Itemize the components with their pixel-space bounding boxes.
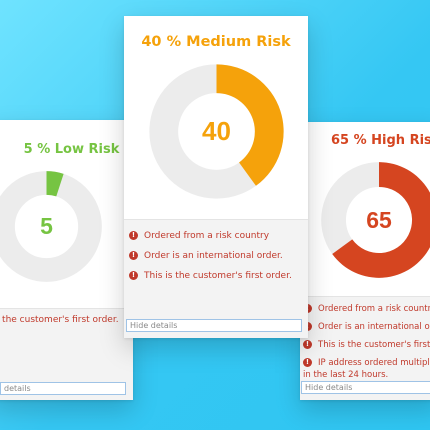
warning-circle-icon: !	[129, 251, 138, 260]
risk-reason: is the customer's first order.	[0, 314, 119, 326]
warning-circle-icon: !	[129, 231, 138, 240]
risk-title: 5 % Low Risk	[23, 142, 120, 157]
risk-reason-text: Ordered from a risk country	[144, 231, 270, 241]
donut-value-arc	[216, 64, 284, 186]
risk-reasons-list: is the customer's first order.	[0, 314, 119, 332]
risk-reason-continued: in the last 24 hours.	[303, 369, 430, 381]
risk-card-medium: 40 % Medium Risk 40 ! Ordered from a ris…	[124, 16, 308, 338]
risk-reason-text: IP address ordered multiple or	[318, 358, 430, 368]
risk-card-header: 65 % High Risk 65	[300, 122, 430, 296]
warning-circle-icon: !	[303, 340, 312, 349]
risk-reason: ! Order is an international order	[303, 321, 430, 333]
risk-card-header: 40 % Medium Risk 40	[124, 16, 308, 219]
risk-title: 65 % High Risk	[331, 133, 430, 148]
risk-reason: ! This is the customer's first order.	[129, 270, 292, 282]
hide-details-button[interactable]: details	[0, 382, 126, 395]
donut-value-arc	[46, 171, 64, 197]
donut-svg	[321, 162, 430, 278]
risk-reason-text: Order is an international order.	[144, 251, 283, 261]
risk-reason-text: This is the customer's first order	[318, 340, 430, 350]
risk-title: 40 % Medium Risk	[141, 34, 291, 50]
hide-details-button[interactable]: Hide details	[126, 319, 302, 332]
risk-reasons-list: ! Ordered from a risk country ! Order is…	[303, 303, 430, 387]
donut-svg	[0, 171, 102, 282]
risk-card-low: 5 % Low Risk 5 is the customer's first o…	[0, 120, 133, 400]
risk-reason-text: This is the customer's first order.	[144, 271, 292, 281]
risk-card-header: 5 % Low Risk 5	[0, 120, 133, 308]
warning-circle-icon: !	[303, 358, 312, 367]
risk-reason-text: Ordered from a risk country	[318, 304, 430, 314]
risk-reason: ! Ordered from a risk country	[129, 230, 292, 242]
risk-details-panel	[124, 219, 308, 338]
risk-donut-chart: 5	[0, 170, 103, 283]
risk-card-high: 65 % High Risk 65 ! Ordered from a risk …	[300, 122, 430, 400]
risk-donut-chart: 65	[320, 161, 430, 279]
risk-reason-text: in the last 24 hours.	[303, 370, 389, 380]
hide-details-button[interactable]: Hide details	[301, 381, 430, 394]
risk-donut-chart: 40	[148, 63, 285, 200]
risk-reason: ! Order is an international order.	[129, 250, 292, 262]
risk-reason-text: Order is an international order	[318, 322, 430, 332]
donut-value-arc	[332, 162, 430, 278]
donut-svg	[149, 64, 284, 199]
risk-reasons-list: ! Ordered from a risk country ! Order is…	[129, 230, 292, 290]
risk-reason: ! This is the customer's first order	[303, 339, 430, 351]
risk-score-value: 65	[366, 206, 392, 233]
risk-score-value: 40	[202, 116, 231, 146]
risk-reason: ! Ordered from a risk country	[303, 303, 430, 315]
risk-score-value: 5	[40, 213, 53, 239]
risk-reason-text: is the customer's first order.	[0, 315, 119, 325]
risk-reason: ! IP address ordered multiple or	[303, 357, 430, 369]
warning-circle-icon: !	[129, 271, 138, 280]
